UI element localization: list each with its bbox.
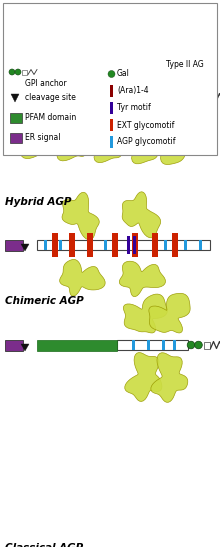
Text: ER signal: ER signal <box>25 133 61 143</box>
Polygon shape <box>147 39 203 73</box>
Bar <box>117 340 188 350</box>
Bar <box>126 236 130 254</box>
Polygon shape <box>125 353 162 401</box>
Bar <box>204 341 209 348</box>
Bar <box>198 240 202 250</box>
Bar <box>132 340 134 350</box>
Text: GPI anchor: GPI anchor <box>25 79 67 89</box>
Polygon shape <box>121 40 179 74</box>
Bar <box>132 236 136 254</box>
Polygon shape <box>60 259 105 296</box>
Polygon shape <box>149 293 190 333</box>
Bar <box>163 240 167 250</box>
Polygon shape <box>23 32 75 77</box>
Text: Type II AG: Type II AG <box>166 60 204 69</box>
Text: Tyr motif: Tyr motif <box>117 103 151 113</box>
Bar <box>161 340 165 350</box>
Bar <box>37 240 210 250</box>
Bar <box>48 92 51 102</box>
Bar <box>87 233 93 257</box>
Bar <box>204 94 209 101</box>
Bar <box>147 340 150 350</box>
Polygon shape <box>21 113 69 159</box>
Bar <box>110 85 113 97</box>
Bar <box>22 69 27 74</box>
Bar <box>145 92 149 102</box>
Text: AGP glycomotif: AGP glycomotif <box>117 137 176 147</box>
Bar <box>158 92 161 102</box>
Polygon shape <box>123 294 167 333</box>
Circle shape <box>15 69 21 75</box>
Bar <box>183 240 187 250</box>
Polygon shape <box>122 192 161 238</box>
Circle shape <box>187 93 195 101</box>
Bar <box>172 340 176 350</box>
Text: cleavage site: cleavage site <box>25 94 76 102</box>
Polygon shape <box>88 38 145 74</box>
Polygon shape <box>151 353 188 403</box>
Text: EXT glycomotif: EXT glycomotif <box>117 120 174 130</box>
Circle shape <box>195 341 202 349</box>
Bar <box>110 136 113 148</box>
Bar <box>3 3 217 155</box>
Bar <box>119 92 123 102</box>
Bar <box>75 92 77 102</box>
Bar <box>37 92 188 102</box>
Bar <box>10 113 22 123</box>
Text: Gal: Gal <box>117 69 130 79</box>
Polygon shape <box>57 113 105 161</box>
Polygon shape <box>119 261 165 296</box>
Bar <box>44 240 46 250</box>
Polygon shape <box>55 35 110 75</box>
Circle shape <box>9 69 15 75</box>
Bar <box>5 340 23 351</box>
Bar <box>106 92 110 102</box>
Bar <box>88 92 90 102</box>
Polygon shape <box>132 114 176 164</box>
Polygon shape <box>21 344 29 351</box>
Polygon shape <box>62 193 99 240</box>
Text: Chimeric AGP: Chimeric AGP <box>5 296 84 306</box>
Bar <box>62 92 64 102</box>
Bar <box>69 233 75 257</box>
Bar <box>110 119 113 131</box>
Bar <box>5 240 23 251</box>
Text: Hybrid AGP: Hybrid AGP <box>5 197 72 207</box>
Circle shape <box>187 341 195 349</box>
Bar <box>132 233 138 257</box>
Bar <box>110 102 113 114</box>
Bar <box>172 92 174 102</box>
Text: Classical AGP: Classical AGP <box>5 543 83 547</box>
Bar <box>132 92 136 102</box>
Bar <box>97 92 103 114</box>
Bar <box>37 340 117 351</box>
Bar <box>112 233 118 257</box>
Polygon shape <box>94 113 141 162</box>
Bar <box>15 91 33 102</box>
Bar <box>52 233 58 257</box>
Polygon shape <box>21 244 29 251</box>
Bar <box>10 133 22 143</box>
Polygon shape <box>31 96 39 103</box>
Bar <box>59 240 62 250</box>
Polygon shape <box>169 79 200 121</box>
Circle shape <box>108 71 115 78</box>
Polygon shape <box>11 94 19 102</box>
Circle shape <box>195 93 202 101</box>
Polygon shape <box>161 115 202 165</box>
Text: (Ara)1-4: (Ara)1-4 <box>117 86 149 96</box>
Bar <box>172 233 178 257</box>
Bar <box>103 240 106 250</box>
Bar <box>152 233 158 257</box>
Text: PFAM domain: PFAM domain <box>25 113 76 123</box>
